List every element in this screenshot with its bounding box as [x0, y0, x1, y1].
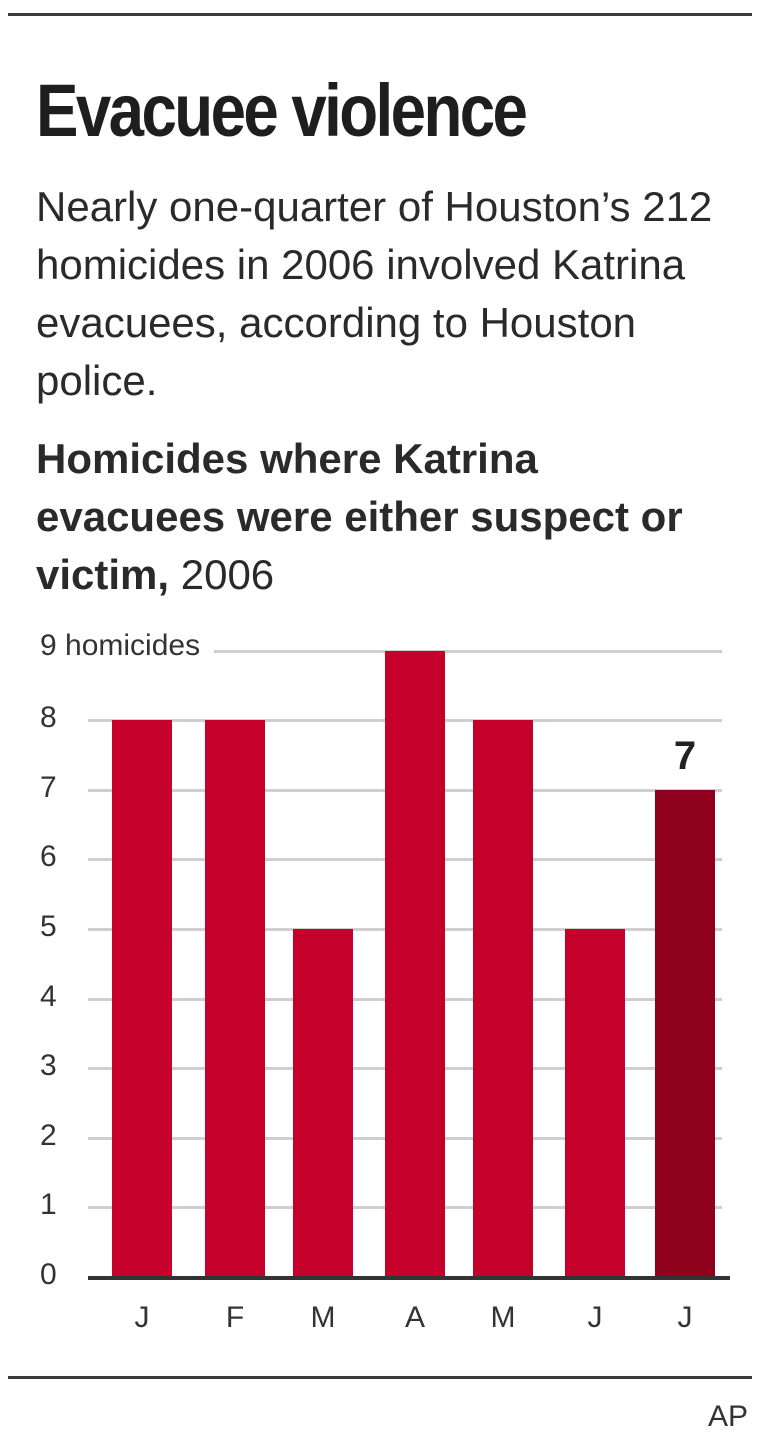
- value-label: 7: [673, 733, 697, 778]
- bar-chart: 0 1 2 3 4 5 6 7 8 9 homicides J F M A M J J 7: [0, 600, 760, 1360]
- chart-title: Evacuee violence: [36, 69, 528, 152]
- x-axis-baseline: [88, 1276, 730, 1280]
- bar-5: [565, 929, 625, 1277]
- bar-6: [655, 789, 715, 1277]
- x-tick-label: F: [225, 1301, 245, 1334]
- bar-1: [205, 720, 265, 1277]
- x-tick-label: J: [134, 1301, 150, 1334]
- x-tick-label: M: [490, 1301, 516, 1334]
- bar-4: [473, 720, 533, 1277]
- y-tick-label: 8: [40, 701, 57, 735]
- subtitle-bold: Homicides where Katrina evacuees were ei…: [36, 435, 683, 598]
- y-tick-label: 1: [40, 1188, 57, 1222]
- chart-subtitle: Homicides where Katrina evacuees were ei…: [36, 430, 736, 604]
- y-tick-label: 0: [40, 1258, 57, 1291]
- top-rule: [8, 13, 752, 16]
- y-tick-label: 6: [40, 840, 57, 874]
- intro-text: Nearly one-quarter of Houston’s 212 homi…: [36, 183, 713, 404]
- bar-0: [112, 720, 172, 1277]
- y-tick-label: 7: [40, 770, 57, 804]
- x-tick-label: A: [404, 1301, 425, 1334]
- source-credit: AP: [707, 1400, 748, 1433]
- bottom-rule: [8, 1376, 752, 1379]
- y-tick-label: 4: [40, 979, 57, 1013]
- bar-3: [385, 650, 445, 1277]
- x-tick-label: J: [587, 1301, 603, 1334]
- y-tick-label: 5: [40, 910, 57, 943]
- y-tick-label: 2: [40, 1118, 57, 1152]
- y-unit-label: 9 homicides: [40, 628, 215, 663]
- x-tick-label: M: [310, 1301, 336, 1334]
- bar-2: [293, 929, 353, 1277]
- y-tick-label: 3: [40, 1049, 57, 1083]
- x-tick-label: J: [677, 1301, 693, 1334]
- subtitle-year: 2006: [169, 551, 275, 598]
